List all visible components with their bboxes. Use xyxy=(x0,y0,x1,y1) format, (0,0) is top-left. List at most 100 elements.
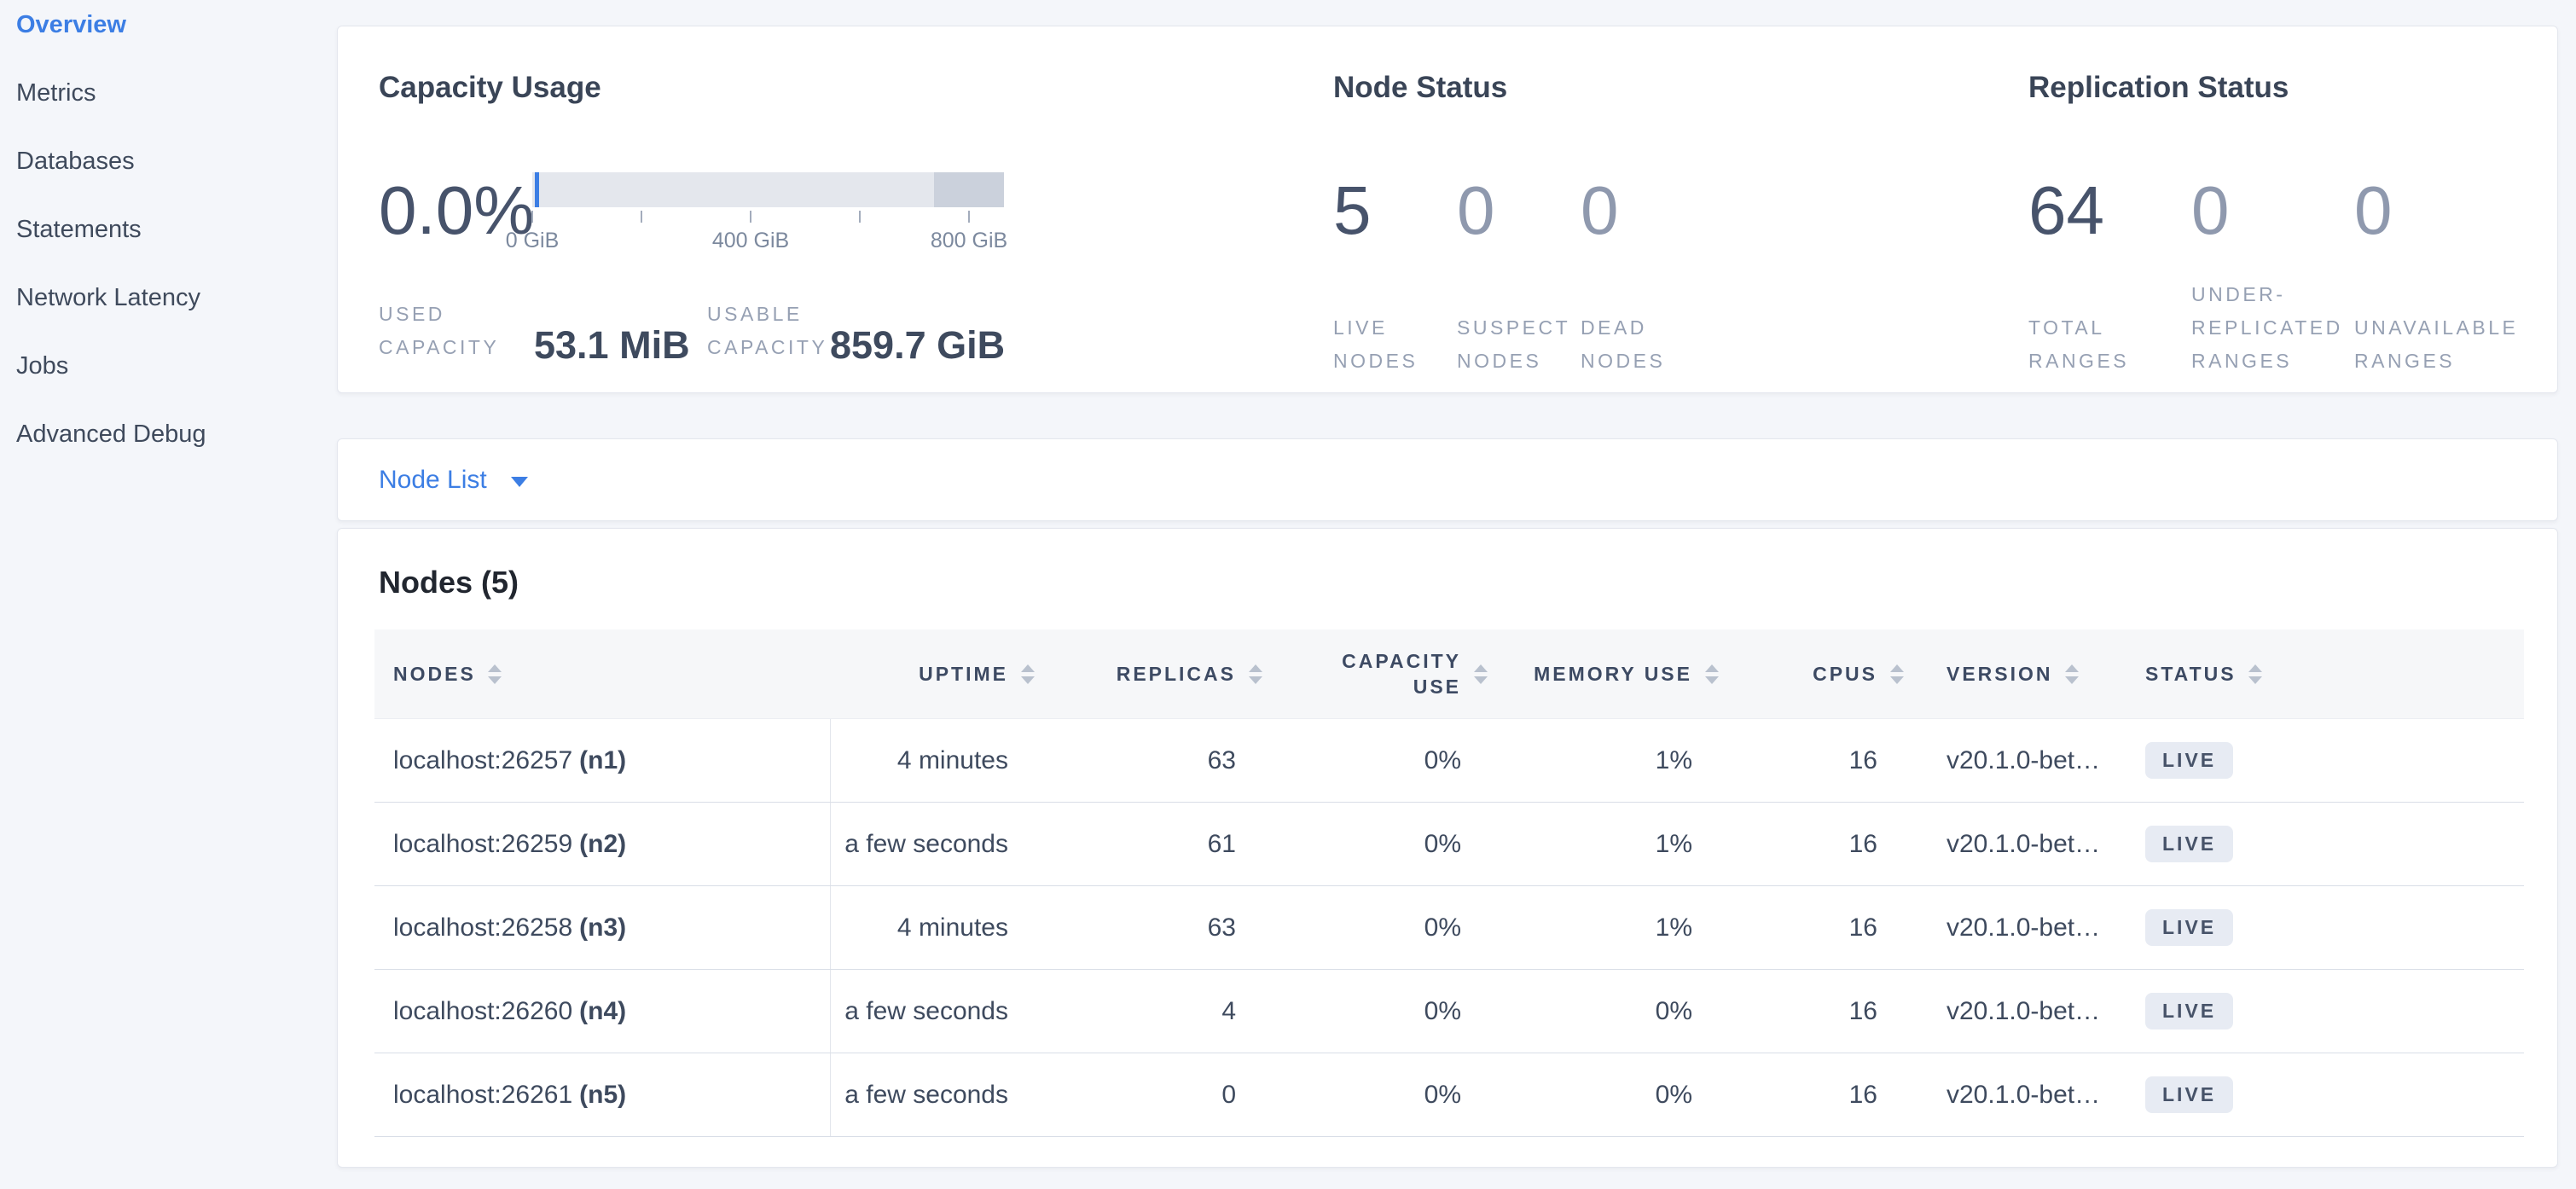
cell-node: localhost:26257 (n1) xyxy=(374,719,831,802)
node-id: (n2) xyxy=(579,829,627,858)
cell-node: localhost:26261 (n5) xyxy=(374,1053,831,1136)
cell-node: localhost:26260 (n4) xyxy=(374,970,831,1053)
table-row[interactable]: localhost:26260 (n4) a few seconds 4 0% 0% 16 v… xyxy=(374,970,2524,1053)
column-header-replicas[interactable]: REPLICAS xyxy=(1037,629,1265,718)
capacity-gauge-used-marker xyxy=(535,172,539,207)
stat-total-ranges: 64 TOTAL RANGES xyxy=(2028,177,2191,378)
cell-memory: 1% xyxy=(1655,913,1692,942)
sort-icon xyxy=(1247,664,1263,684)
column-header-cpus[interactable]: CPUS xyxy=(1721,629,1906,718)
column-header-label: STATUS xyxy=(2145,663,2237,685)
column-header-node[interactable]: NODES xyxy=(374,629,831,718)
cell-status: LIVE xyxy=(2131,1053,2524,1136)
node-id: (n1) xyxy=(579,745,627,774)
cell-memory: 0% xyxy=(1655,1080,1692,1109)
node-address: localhost:26260 xyxy=(393,996,573,1025)
nodes-table: NODES UPTIME REPLICAS CAPACITY USE MEMORY US… xyxy=(374,629,2524,1137)
sidebar-item-label: Network Latency xyxy=(16,284,200,311)
cell-replicas: 4 xyxy=(1221,996,1236,1025)
sidebar-item-metrics[interactable]: Metrics xyxy=(0,79,334,148)
column-header-label: UPTIME xyxy=(919,663,1008,685)
cell-capacity: 0% xyxy=(1424,1080,1461,1109)
axis-tick xyxy=(641,211,642,223)
sort-icon xyxy=(2064,664,2080,684)
cell-status: LIVE xyxy=(2131,719,2524,802)
stat-label: LIVE NODES xyxy=(1333,316,1419,372)
sort-asc-arrow xyxy=(1473,664,1488,672)
table-row[interactable]: localhost:26258 (n3) 4 minutes 63 0% 1% 16 v20.… xyxy=(374,886,2524,970)
cell-version: v20.1.0-bet… xyxy=(1947,745,2101,774)
cell-version: v20.1.0-bet… xyxy=(1947,913,2101,942)
table-row[interactable]: localhost:26257 (n1) 4 minutes 63 0% 1% 16 v20.… xyxy=(374,719,2524,803)
nodes-table-title: Nodes (5) xyxy=(379,565,519,600)
node-id: (n5) xyxy=(579,1080,627,1109)
nodes-table-card: Nodes (5) NODES UPTIME REPLICAS CAPACITY US… xyxy=(337,528,2558,1168)
usable-capacity-label: USABLE CAPACITY xyxy=(707,303,828,358)
sidebar-item-label: Metrics xyxy=(16,79,96,107)
node-status-title: Node Status xyxy=(1333,71,1508,104)
stat-dead-nodes: 0 DEAD NODES xyxy=(1581,177,1704,378)
sidebar-item-network-latency[interactable]: Network Latency xyxy=(0,284,334,352)
axis-tick xyxy=(968,211,971,223)
cell-status: LIVE xyxy=(2131,970,2524,1053)
column-header-version[interactable]: VERSION xyxy=(1906,629,2131,718)
cell-status: LIVE xyxy=(2131,886,2524,969)
sort-desc-arrow xyxy=(1020,676,1035,684)
cell-uptime: a few seconds xyxy=(844,1080,1008,1109)
stat-label: SUSPECT NODES xyxy=(1457,316,1570,372)
column-header-label: NODES xyxy=(393,663,476,685)
axis-tick-label: 400 GiB xyxy=(711,229,790,252)
sort-icon xyxy=(1019,664,1036,684)
sort-desc-arrow xyxy=(488,676,502,684)
stat-value: 64 xyxy=(2028,172,2104,248)
sort-icon xyxy=(1888,664,1905,684)
cell-memory: 1% xyxy=(1655,745,1692,774)
sidebar-item-jobs[interactable]: Jobs xyxy=(0,352,334,420)
stat-label: DEAD NODES xyxy=(1581,316,1666,372)
column-header-memory[interactable]: MEMORY USE xyxy=(1490,629,1721,718)
cell-replicas: 0 xyxy=(1221,1080,1236,1109)
sort-desc-arrow xyxy=(1248,676,1262,684)
sidebar-item-label: Databases xyxy=(16,148,135,175)
column-header-uptime[interactable]: UPTIME xyxy=(831,629,1037,718)
stat-value: 0 xyxy=(1457,172,1495,248)
sort-desc-arrow xyxy=(2065,676,2080,684)
sidebar-item-advanced-debug[interactable]: Advanced Debug xyxy=(0,420,334,489)
cell-version: v20.1.0-bet… xyxy=(1947,829,2101,858)
table-row[interactable]: localhost:26259 (n2) a few seconds 61 0% 1% 16… xyxy=(374,803,2524,886)
table-body: localhost:26257 (n1) 4 minutes 63 0% 1% 16 v20.… xyxy=(374,719,2524,1137)
stat-value: 5 xyxy=(1333,172,1372,248)
sidebar-item-overview[interactable]: Overview xyxy=(0,11,334,79)
sort-icon xyxy=(2248,664,2264,684)
node-id: (n4) xyxy=(579,996,627,1025)
cell-uptime: a few seconds xyxy=(844,829,1008,858)
capacity-usage-title: Capacity Usage xyxy=(379,71,601,104)
sidebar-item-statements[interactable]: Statements xyxy=(0,216,334,284)
cell-cpus: 16 xyxy=(1848,829,1877,858)
column-header-status[interactable]: STATUS xyxy=(2131,629,2524,718)
column-header-label: VERSION xyxy=(1947,663,2053,685)
cell-capacity: 0% xyxy=(1424,745,1461,774)
status-badge: LIVE xyxy=(2145,742,2234,779)
capacity-stats: USED CAPACITY 53.1 MiB USABLE CAPACITY 8… xyxy=(379,298,1005,364)
cell-replicas: 61 xyxy=(1207,829,1236,858)
cell-uptime: a few seconds xyxy=(844,996,1008,1025)
sidebar-item-databases[interactable]: Databases xyxy=(0,148,334,216)
used-capacity-value: 53.1 MiB xyxy=(534,323,690,367)
sort-asc-arrow xyxy=(2248,664,2263,672)
table-row[interactable]: localhost:26261 (n5) a few seconds 0 0% 0% 16 v… xyxy=(374,1053,2524,1137)
node-list-dropdown[interactable]: Node List xyxy=(379,466,528,495)
axis-tick xyxy=(531,211,533,223)
axis-tick xyxy=(859,211,862,223)
usable-capacity-value: 859.7 GiB xyxy=(830,323,1006,367)
axis-tick xyxy=(750,211,752,223)
column-header-capacity[interactable]: CAPACITY USE xyxy=(1265,629,1490,718)
axis-tick-label: 0 GiB xyxy=(505,229,560,252)
cell-node: localhost:26259 (n2) xyxy=(374,803,831,885)
capacity-usage-section: Capacity Usage 0.0% 0 GiB 400 GiB 800 GiB … xyxy=(379,26,1317,392)
stat-label: TOTAL RANGES xyxy=(2028,316,2130,372)
capacity-gauge-nonusable-segment xyxy=(934,172,1004,207)
status-badge: LIVE xyxy=(2145,1076,2234,1113)
stat-label: UNAVAILABLE RANGES xyxy=(2354,316,2519,372)
node-status-section: Node Status 5 LIVE NODES 0 SUSPECT NODES 0 DE… xyxy=(1333,26,2007,392)
